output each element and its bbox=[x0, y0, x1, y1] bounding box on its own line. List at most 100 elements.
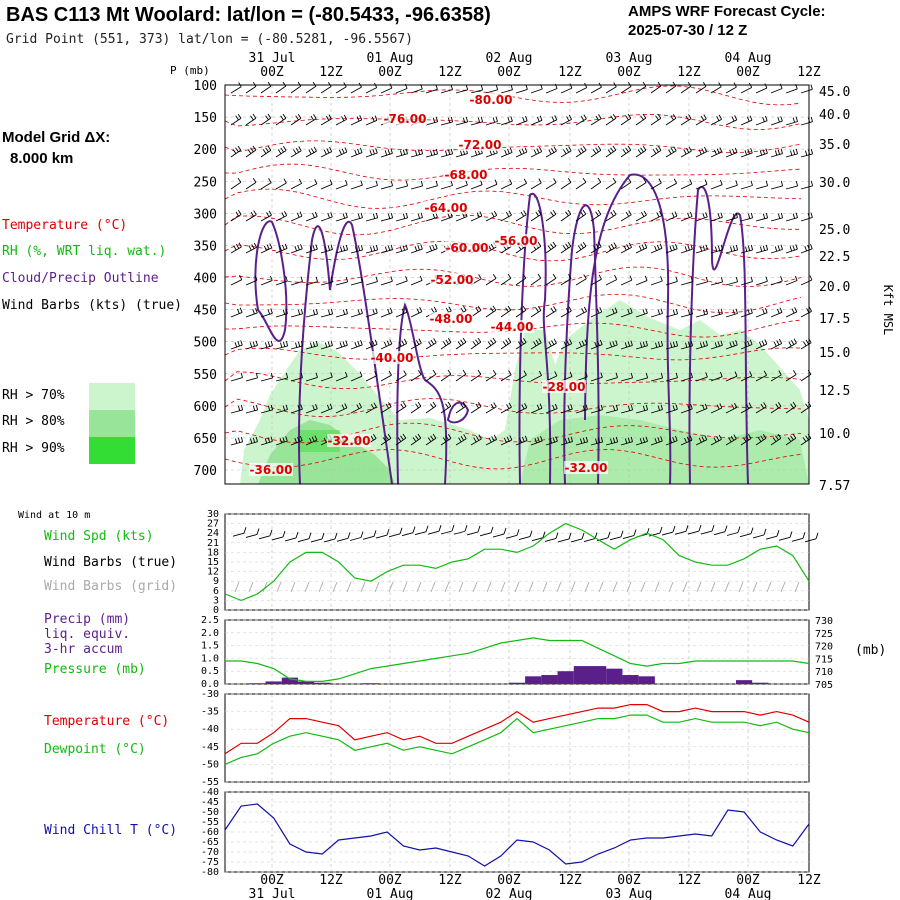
pressure-tick-label: 100 bbox=[194, 79, 217, 94]
grid-wind-barb bbox=[710, 581, 716, 593]
wind-barb bbox=[470, 402, 482, 414]
true-wind-barb bbox=[739, 533, 752, 538]
grid-wind-barb bbox=[528, 581, 534, 593]
wind-barb bbox=[620, 436, 633, 446]
wind-barb bbox=[740, 148, 753, 158]
wind-barb bbox=[230, 372, 243, 382]
precip-panel-ytick-label: 1.0 bbox=[201, 653, 219, 664]
wind-barb bbox=[515, 370, 527, 382]
grid-wind-barb bbox=[640, 581, 646, 593]
cloud-outline bbox=[518, 192, 552, 485]
grid-wind-barb bbox=[612, 581, 618, 593]
temp-label-bg bbox=[327, 434, 371, 447]
wind-barb bbox=[530, 115, 543, 126]
true-wind-barb-feather bbox=[542, 531, 546, 538]
wind-barb bbox=[410, 370, 422, 382]
cloud-outline bbox=[254, 220, 288, 342]
wind-barb bbox=[515, 435, 528, 446]
wind-barb bbox=[350, 212, 363, 222]
wind-barb bbox=[530, 370, 542, 382]
wind-barb bbox=[530, 273, 542, 286]
wind-barb bbox=[725, 147, 738, 158]
wind-barb bbox=[575, 177, 587, 190]
wind-barb bbox=[275, 243, 288, 254]
wind-barb bbox=[365, 244, 379, 254]
precip-bar bbox=[314, 682, 331, 684]
wind-barb bbox=[410, 338, 422, 350]
true-wind-barb bbox=[804, 538, 817, 543]
chill-panel-ytick-label: -45 bbox=[201, 797, 219, 808]
true-wind-barb-feather bbox=[425, 525, 429, 532]
wind-barb bbox=[635, 210, 647, 222]
true-wind-barb bbox=[609, 536, 622, 541]
true-wind-barb-feather bbox=[347, 532, 351, 539]
wind-barb bbox=[350, 371, 363, 382]
wind-barb bbox=[440, 337, 452, 350]
wind-barb bbox=[785, 307, 798, 318]
true-wind-barb bbox=[284, 537, 297, 542]
wind-barb bbox=[230, 145, 242, 158]
wind-barb bbox=[605, 145, 617, 158]
wind-barb bbox=[335, 403, 348, 414]
wind-barb bbox=[620, 177, 632, 190]
precip-bar bbox=[541, 675, 558, 684]
wind-barb bbox=[515, 338, 527, 350]
wind-barb bbox=[380, 148, 393, 158]
temp-label-bg bbox=[424, 201, 468, 214]
wind-barb bbox=[335, 244, 349, 254]
legend-rh90-label: RH > 90% bbox=[2, 441, 65, 456]
pressure-tick-label: 600 bbox=[194, 400, 217, 415]
true-wind-barb bbox=[791, 537, 804, 542]
wind-barb bbox=[650, 404, 663, 414]
cloud-outline bbox=[563, 204, 600, 485]
temperature-contour-label: -32.00 bbox=[565, 461, 608, 475]
true-wind-barb-feather bbox=[308, 532, 312, 539]
wind-barb bbox=[785, 148, 799, 158]
true-wind-barb bbox=[752, 534, 765, 539]
bottom-hour-label: 00Z bbox=[260, 873, 284, 888]
wind-barb bbox=[740, 308, 753, 318]
top-day-label: 02 Aug bbox=[486, 51, 533, 66]
wind-barb bbox=[635, 308, 648, 318]
wind-barb bbox=[425, 243, 438, 254]
wind-barb bbox=[695, 81, 707, 94]
temp-label-bg bbox=[370, 351, 414, 364]
wind-barb bbox=[560, 274, 572, 286]
true-wind-barb-feather bbox=[789, 531, 793, 538]
wind-panel-ytick-label: 21 bbox=[207, 538, 219, 549]
pressure-tick-label: 700 bbox=[194, 464, 217, 479]
wind-barb bbox=[635, 275, 648, 286]
wind-barb bbox=[695, 114, 707, 126]
true-wind-barb bbox=[570, 538, 583, 543]
wind-barb bbox=[380, 180, 394, 190]
wind-barb bbox=[650, 210, 663, 222]
true-wind-barb-feather bbox=[256, 528, 260, 535]
wind-barb bbox=[755, 307, 768, 318]
precip-bar bbox=[362, 683, 380, 684]
temp-label-bg bbox=[564, 461, 608, 474]
wind-barb bbox=[290, 113, 302, 126]
precip-bar bbox=[590, 666, 607, 684]
rh80-swatch bbox=[89, 410, 135, 437]
height-axis-label: Kft MSL bbox=[881, 285, 895, 336]
wind-barb bbox=[290, 435, 303, 446]
temp-label-bg bbox=[445, 241, 489, 254]
true-wind-barb bbox=[531, 537, 544, 542]
wind-barb bbox=[530, 436, 543, 446]
wind-barb bbox=[230, 113, 242, 126]
wind-barb bbox=[575, 404, 588, 414]
wind-barb bbox=[785, 401, 797, 414]
wind-panel-ytick-label: 6 bbox=[213, 586, 219, 597]
wind-barb bbox=[440, 369, 452, 382]
temperature-contour-label: -40.00 bbox=[371, 351, 414, 365]
true-wind-barb-feather bbox=[672, 525, 676, 533]
top-day-label: 04 Aug bbox=[725, 51, 772, 66]
wind-barb bbox=[680, 308, 694, 318]
wind-barb bbox=[710, 371, 723, 382]
wind-barb bbox=[695, 276, 709, 286]
wind-barb bbox=[470, 116, 484, 126]
wind-barb bbox=[620, 82, 632, 94]
temp-label-bg bbox=[430, 273, 474, 286]
legend-rh: RH (%, WRT liq. wat.) bbox=[2, 244, 167, 259]
temperature-contour bbox=[224, 398, 802, 418]
